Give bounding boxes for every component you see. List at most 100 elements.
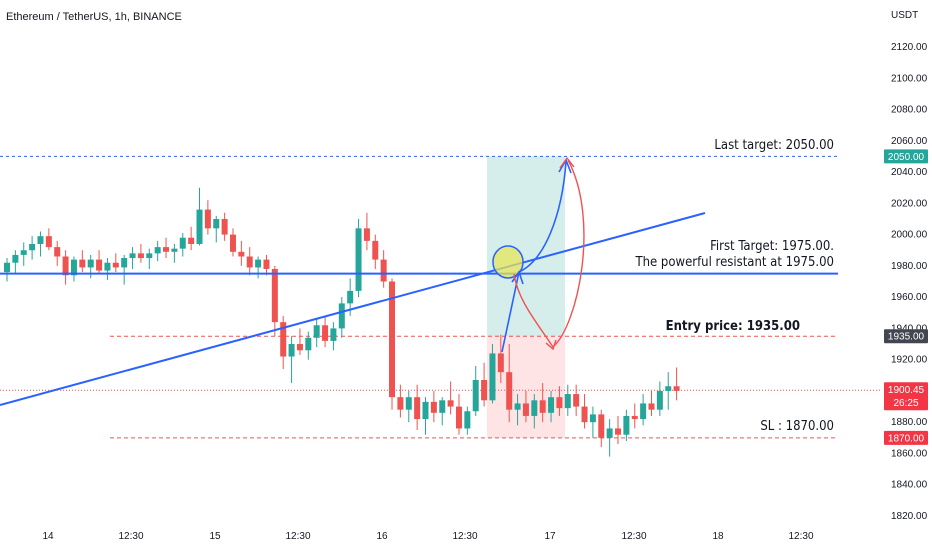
candle-body: [414, 397, 421, 420]
candle-body: [464, 411, 471, 429]
candle-body: [96, 259, 103, 271]
red-arrowhead-1: [545, 339, 557, 351]
candle-body: [506, 372, 513, 410]
position-tool[interactable]: [487, 156, 565, 438]
first-target-note[interactable]: First Target: 1975.00.: [710, 239, 834, 254]
candle-body: [221, 218, 228, 235]
candle-body: [204, 209, 211, 229]
price-tick-label: 2100.00: [891, 73, 928, 84]
candle-body: [62, 256, 69, 276]
trendline[interactable]: [0, 212, 706, 406]
candle-body: [280, 322, 287, 357]
candle-body: [271, 268, 278, 323]
candle-body: [188, 237, 195, 244]
candle-body: [581, 406, 588, 423]
price-tick-label: 1840.00: [891, 480, 928, 491]
candle-body: [397, 397, 404, 410]
candle-body: [146, 253, 153, 259]
candle-body: [422, 401, 429, 420]
last-target-tag: 2050.00: [884, 149, 928, 164]
candle-body: [363, 228, 370, 241]
time-tick-label: 12:30: [452, 531, 477, 542]
candle-body: [163, 247, 170, 252]
stop-loss-note[interactable]: SL : 1870.00: [760, 419, 834, 434]
time-tick-label: 15: [209, 531, 221, 542]
price-tick-label: 2080.00: [891, 105, 928, 116]
price-tick-label: 1860.00: [891, 448, 928, 459]
red-projection-arrow[interactable]: [513, 159, 585, 349]
candle-body: [305, 337, 312, 351]
candle-body: [104, 262, 111, 271]
candle-body: [355, 228, 362, 291]
candle-body: [548, 397, 555, 413]
currency-label: USDT: [891, 10, 918, 21]
candle-body: [556, 397, 563, 409]
time-tick-label: 12:30: [118, 531, 143, 542]
candle-body: [4, 262, 10, 273]
candle-body: [213, 218, 220, 229]
price-tick-label: 1980.00: [891, 261, 928, 272]
candle-body: [648, 403, 655, 410]
candle-body: [255, 259, 262, 268]
candle-body: [196, 209, 203, 244]
target-zone: [487, 156, 565, 337]
candle-body: [20, 250, 27, 255]
candle-body: [447, 400, 454, 407]
price-tick-label: 1880.00: [891, 417, 928, 428]
resistance-note[interactable]: The powerful resistant at 1975.00: [634, 255, 834, 270]
candle-body: [112, 262, 119, 268]
time-axis[interactable]: 14 12:30 15 12:30 16 12:30 17 12:30 18 12:30: [42, 531, 814, 542]
price-axis[interactable]: USDT 2120.00 2100.00 2080.00 2060.00 2040.00…: [891, 10, 928, 522]
candle-body: [455, 406, 462, 429]
entry-note[interactable]: Entry price: 1935.00: [666, 319, 800, 334]
svg-text:2050.00: 2050.00: [888, 152, 925, 163]
candle-body: [489, 353, 496, 401]
candle-body: [171, 248, 178, 252]
candle-body: [29, 243, 36, 251]
candle-body: [70, 259, 77, 276]
symbol-title[interactable]: Ethereum / TetherUS, 1h, BINANCE: [6, 11, 182, 23]
blue-projection-arrow[interactable]: [501, 161, 567, 353]
candle-body: [330, 328, 337, 341]
candle-body: [246, 256, 253, 268]
time-tick-label: 18: [712, 531, 724, 542]
candle-body: [631, 415, 638, 420]
price-tick-label: 2020.00: [891, 198, 928, 209]
candle-body: [665, 386, 672, 391]
candle-body: [522, 403, 529, 416]
time-tick-label: 16: [376, 531, 388, 542]
candle-body: [573, 394, 580, 407]
price-tick-label: 2040.00: [891, 167, 928, 178]
candle-body: [380, 259, 387, 282]
candle-body: [347, 290, 354, 304]
candle-body: [656, 390, 663, 410]
price-tick-label: 1820.00: [891, 511, 928, 522]
current-price-tag: 1900.45 26:25: [884, 382, 928, 411]
candle-body: [121, 258, 128, 268]
time-tick-label: 17: [544, 531, 556, 542]
candle-body: [623, 415, 630, 435]
highlight-circle[interactable]: [492, 245, 524, 279]
svg-text:1900.45: 1900.45: [888, 385, 925, 396]
candle-body: [37, 236, 44, 244]
stop-loss-tag: 1870.00: [884, 430, 928, 445]
candle-body: [472, 379, 479, 412]
price-tick-label: 1940.00: [891, 323, 928, 334]
candle-body: [673, 386, 680, 391]
candle-body: [589, 414, 596, 423]
candle-body: [137, 253, 144, 259]
candle-body: [322, 325, 329, 341]
candle-body: [606, 428, 613, 438]
svg-text:1870.00: 1870.00: [888, 433, 925, 444]
candle-body: [129, 253, 136, 259]
candle-body: [539, 400, 546, 413]
candle-body: [564, 394, 571, 409]
price-tick-label: 2060.00: [891, 136, 928, 147]
bar-countdown: 26:25: [893, 398, 918, 409]
candle-body: [238, 251, 245, 257]
candle-body: [54, 247, 61, 257]
last-target-note[interactable]: Last target: 2050.00: [714, 138, 834, 153]
stop-zone: [487, 336, 565, 438]
